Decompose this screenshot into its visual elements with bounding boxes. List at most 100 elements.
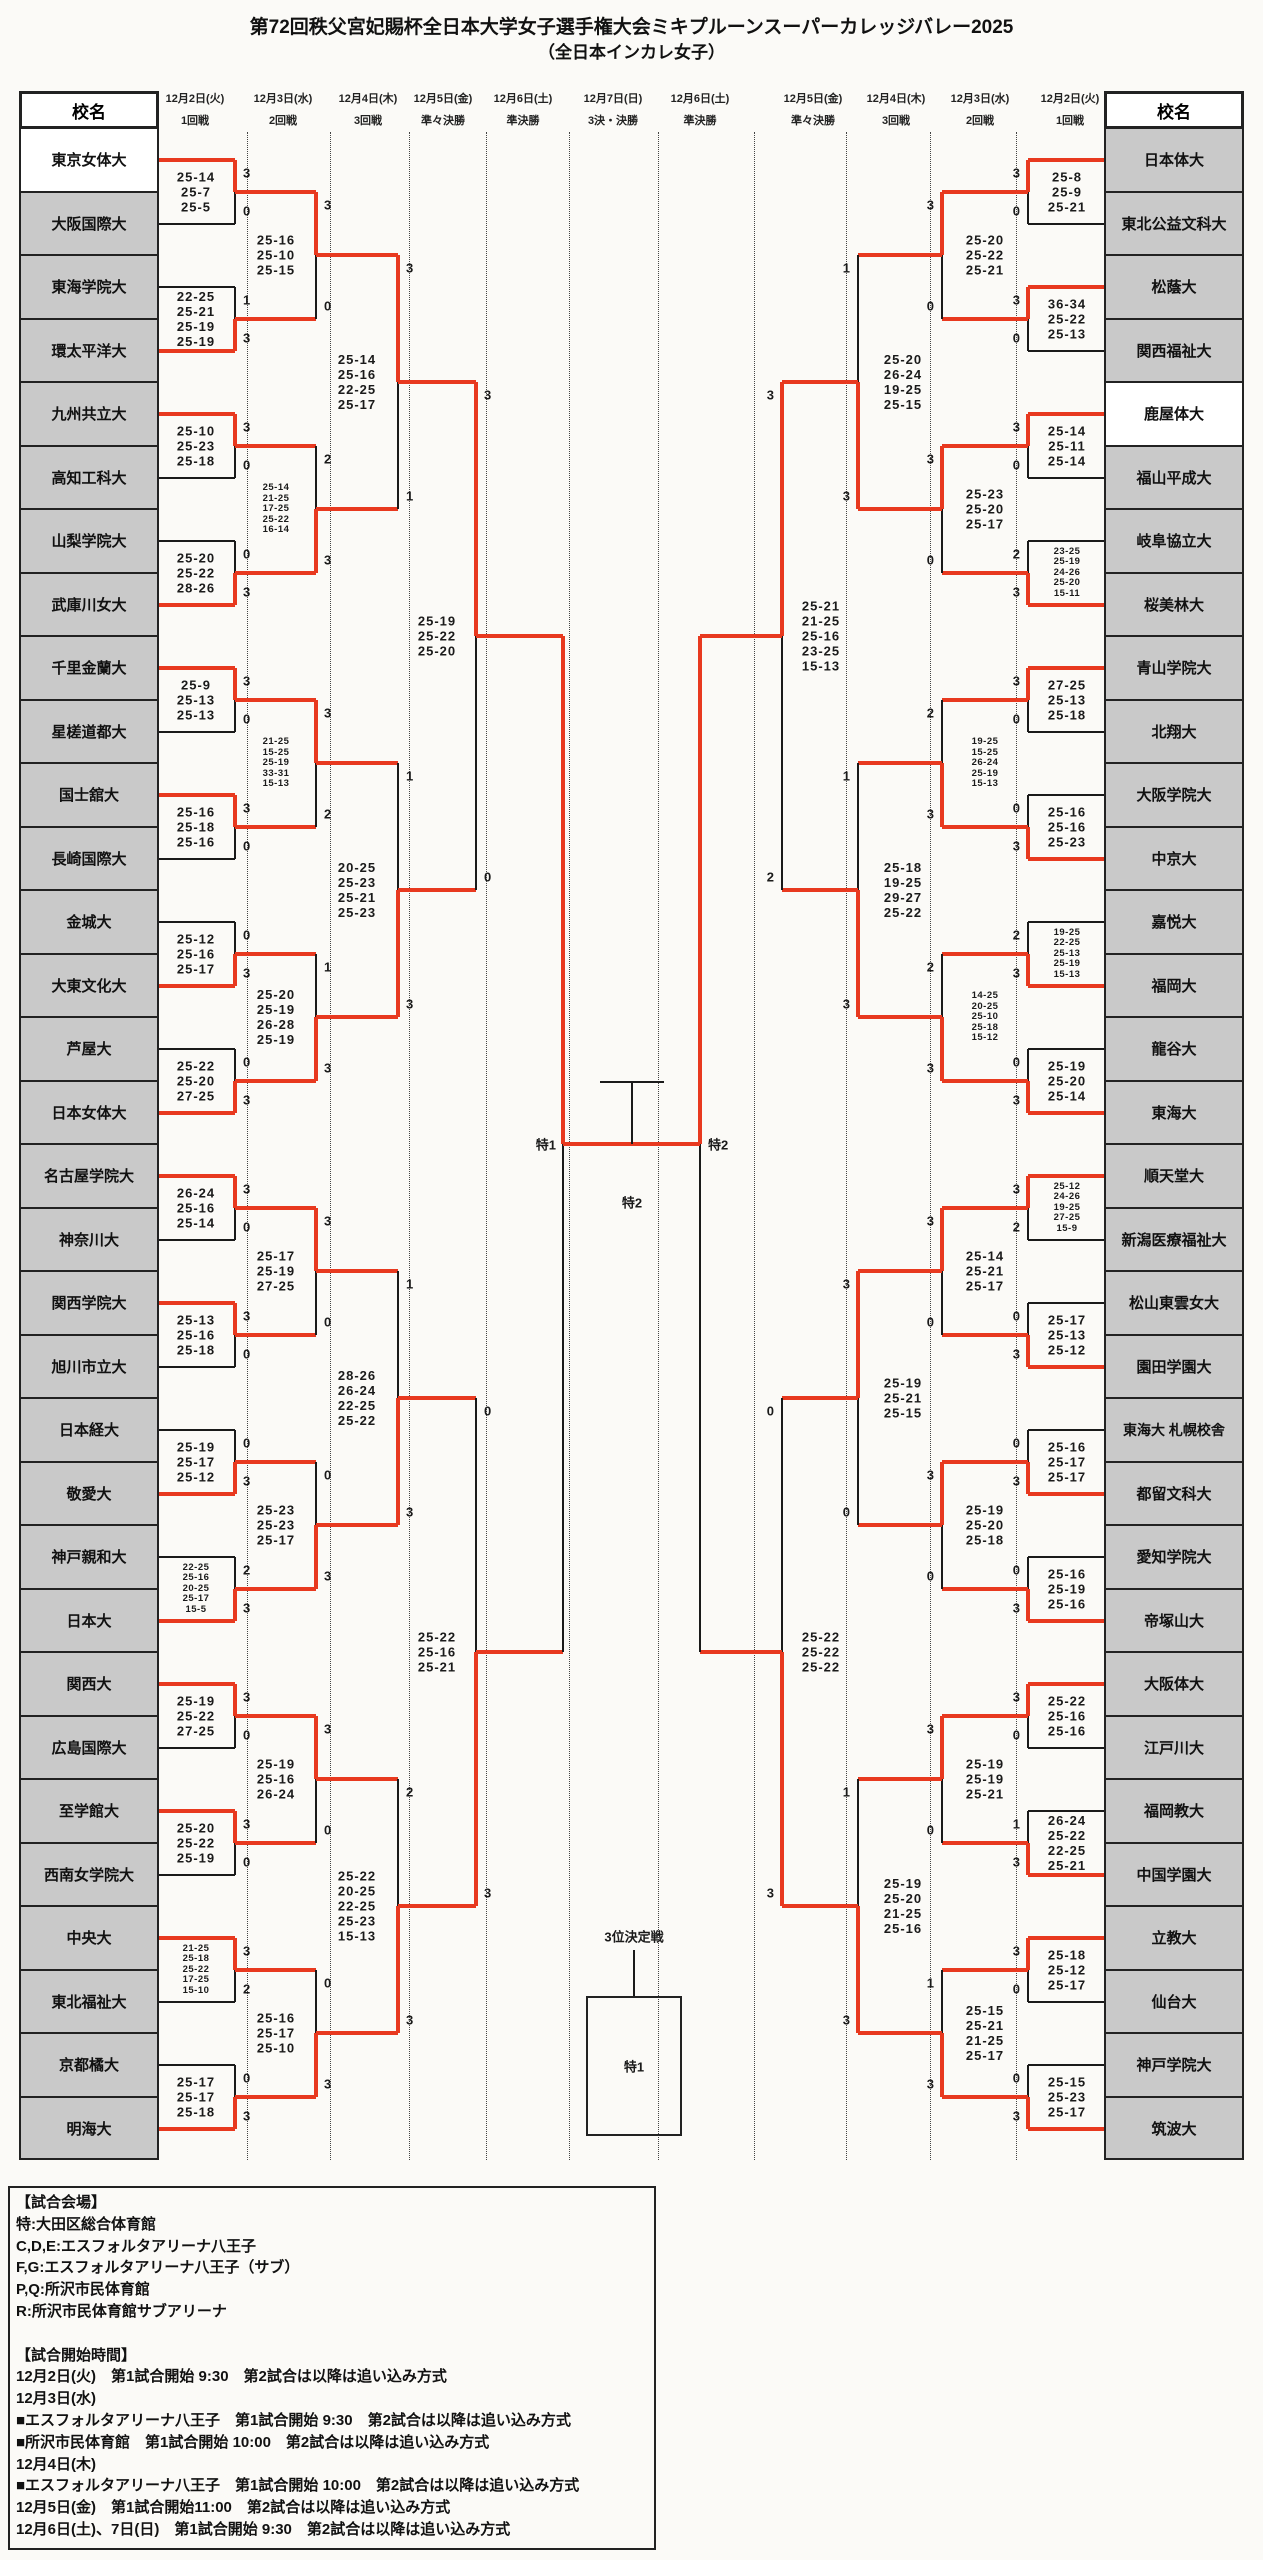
set-count: 0 <box>926 552 934 568</box>
advance-line <box>316 2031 398 2036</box>
advance-line <box>316 1523 398 1528</box>
connector-line <box>396 255 400 383</box>
score-stack: 25-20 26-24 19-25 25-15 <box>883 352 923 413</box>
score-stack: 25-14 25-16 22-25 25-17 <box>337 352 377 413</box>
set-count: 2 <box>1012 1219 1020 1234</box>
set-count: 0 <box>243 711 251 726</box>
score-stack: 22-25 25-16 20-25 25-17 15-5 <box>182 1561 210 1615</box>
team-entry-line <box>158 857 235 860</box>
set-count: 3 <box>1012 1600 1020 1615</box>
team-entry-line <box>158 921 235 923</box>
set-count: 2 <box>243 1981 251 1996</box>
set-count: 0 <box>1012 711 1020 726</box>
team-cell-left-23: 日本大 <box>20 1588 158 1652</box>
advance-line <box>700 634 782 639</box>
set-count: 3 <box>926 806 934 822</box>
set-count: 0 <box>243 1346 251 1361</box>
team-entry-line <box>158 1301 235 1305</box>
third-place-line <box>633 1950 635 1996</box>
set-count: 3 <box>842 488 850 504</box>
set-count: 0 <box>1012 1308 1020 1324</box>
advance-line <box>316 761 398 766</box>
team-cell-right-29: 仙台大 <box>1105 1969 1243 2033</box>
set-count: 3 <box>484 387 492 403</box>
team-cell-left-6: 山梨学院大 <box>20 509 158 573</box>
round-header-date: 12月5日(金) <box>783 93 843 105</box>
score-stack: 25-20 25-22 25-21 <box>965 232 1005 278</box>
advance-line <box>235 1332 316 1337</box>
score-stack: 25-16 25-19 25-16 <box>1047 1566 1087 1612</box>
connector-line <box>233 2096 237 2129</box>
score-stack: 25-19 25-19 25-21 <box>965 1756 1005 1802</box>
set-count: 0 <box>243 1219 251 1234</box>
set-count: 3 <box>1012 673 1020 689</box>
score-stack: 25-20 25-22 28-26 <box>176 550 216 596</box>
team-cell-right-30: 神戸学院大 <box>1105 2033 1243 2097</box>
score-stack: 25-17 25-17 25-18 <box>176 2074 216 2120</box>
team-cell-left-9: 星槎道都大 <box>20 699 158 763</box>
team-cell-left-0: 東京女体大 <box>20 128 158 192</box>
advance-line <box>316 1269 398 1274</box>
connector-line <box>314 1715 318 1780</box>
set-count: 3 <box>926 1060 934 1076</box>
score-stack: 22-25 25-21 25-19 25-19 <box>176 288 216 349</box>
team-cell-right-9: 北翔大 <box>1105 699 1243 763</box>
notes-line: 【試合開始時間】 <box>16 2346 137 2364</box>
score-stack: 21-25 15-25 25-19 33-31 15-13 <box>262 736 290 789</box>
connector-line <box>1026 1461 1030 1494</box>
team-entry-line <box>158 2064 235 2066</box>
advance-line <box>235 189 316 194</box>
set-count: 0 <box>484 869 492 885</box>
set-count: 3 <box>484 1885 492 1901</box>
set-count: 3 <box>926 1721 934 1737</box>
score-stack: 25-18 19-25 29-27 25-22 <box>883 860 923 921</box>
connector-line <box>1027 1938 1029 2002</box>
advance-line <box>782 1904 858 1909</box>
advance-line <box>942 697 1028 702</box>
team-entry-line <box>1028 983 1105 988</box>
team-cell-right-1: 東北公益文科大 <box>1105 191 1243 255</box>
set-count: 3 <box>406 260 414 276</box>
score-stack: 25-19 25-20 21-25 25-16 <box>883 1876 923 1937</box>
connector-line <box>233 1811 237 1843</box>
connector-line <box>474 1652 478 1907</box>
team-cell-left-4: 九州共立大 <box>20 382 158 446</box>
team-entry-line <box>1028 921 1105 923</box>
final-line <box>631 1082 633 1145</box>
team-cell-left-27: 西南女学院大 <box>20 1842 158 1906</box>
set-count: 1 <box>406 488 414 504</box>
team-entry-line <box>1028 349 1105 352</box>
score-stack: 25-12 25-16 25-17 <box>176 931 216 977</box>
set-count: 2 <box>766 869 774 885</box>
connector-line <box>940 1207 944 1272</box>
team-cell-right-5: 福山平成大 <box>1105 445 1243 509</box>
set-count: 1 <box>842 260 850 276</box>
set-count: 2 <box>243 1562 251 1578</box>
connector-line <box>856 1906 860 2034</box>
team-entry-line <box>1028 1110 1105 1115</box>
team-cell-right-28: 立教大 <box>1105 1906 1243 1970</box>
set-count: 3 <box>324 1568 332 1584</box>
advance-line <box>476 634 563 639</box>
team-cell-right-26: 福岡教大 <box>1105 1779 1243 1843</box>
advance-line <box>235 1967 316 1972</box>
set-count: 1 <box>406 768 414 784</box>
connector-line <box>780 382 784 637</box>
team-entry-line <box>1028 1872 1105 1877</box>
team-cell-left-5: 高知工科大 <box>20 445 158 509</box>
team-cell-right-4: 鹿屋体大 <box>1105 382 1243 446</box>
notes-line: 【試合会場】 <box>16 2194 107 2211</box>
connector-line <box>940 1017 944 1081</box>
team-cell-left-13: 大東文化大 <box>20 953 158 1017</box>
team-entry-line <box>1028 285 1105 289</box>
column-separator <box>754 132 755 2160</box>
team-cell-left-29: 東北福祉大 <box>20 1969 158 2033</box>
set-count: 3 <box>766 1885 774 1901</box>
team-cell-right-0: 日本体大 <box>1105 128 1243 192</box>
set-count: 0 <box>1012 203 1020 218</box>
team-cell-right-25: 江戸川大 <box>1105 1715 1243 1779</box>
round-header-date: 12月5日(金) <box>413 93 473 105</box>
team-entry-line <box>1028 1238 1105 1241</box>
advance-line <box>235 697 316 702</box>
team-entry-line <box>1028 222 1105 225</box>
